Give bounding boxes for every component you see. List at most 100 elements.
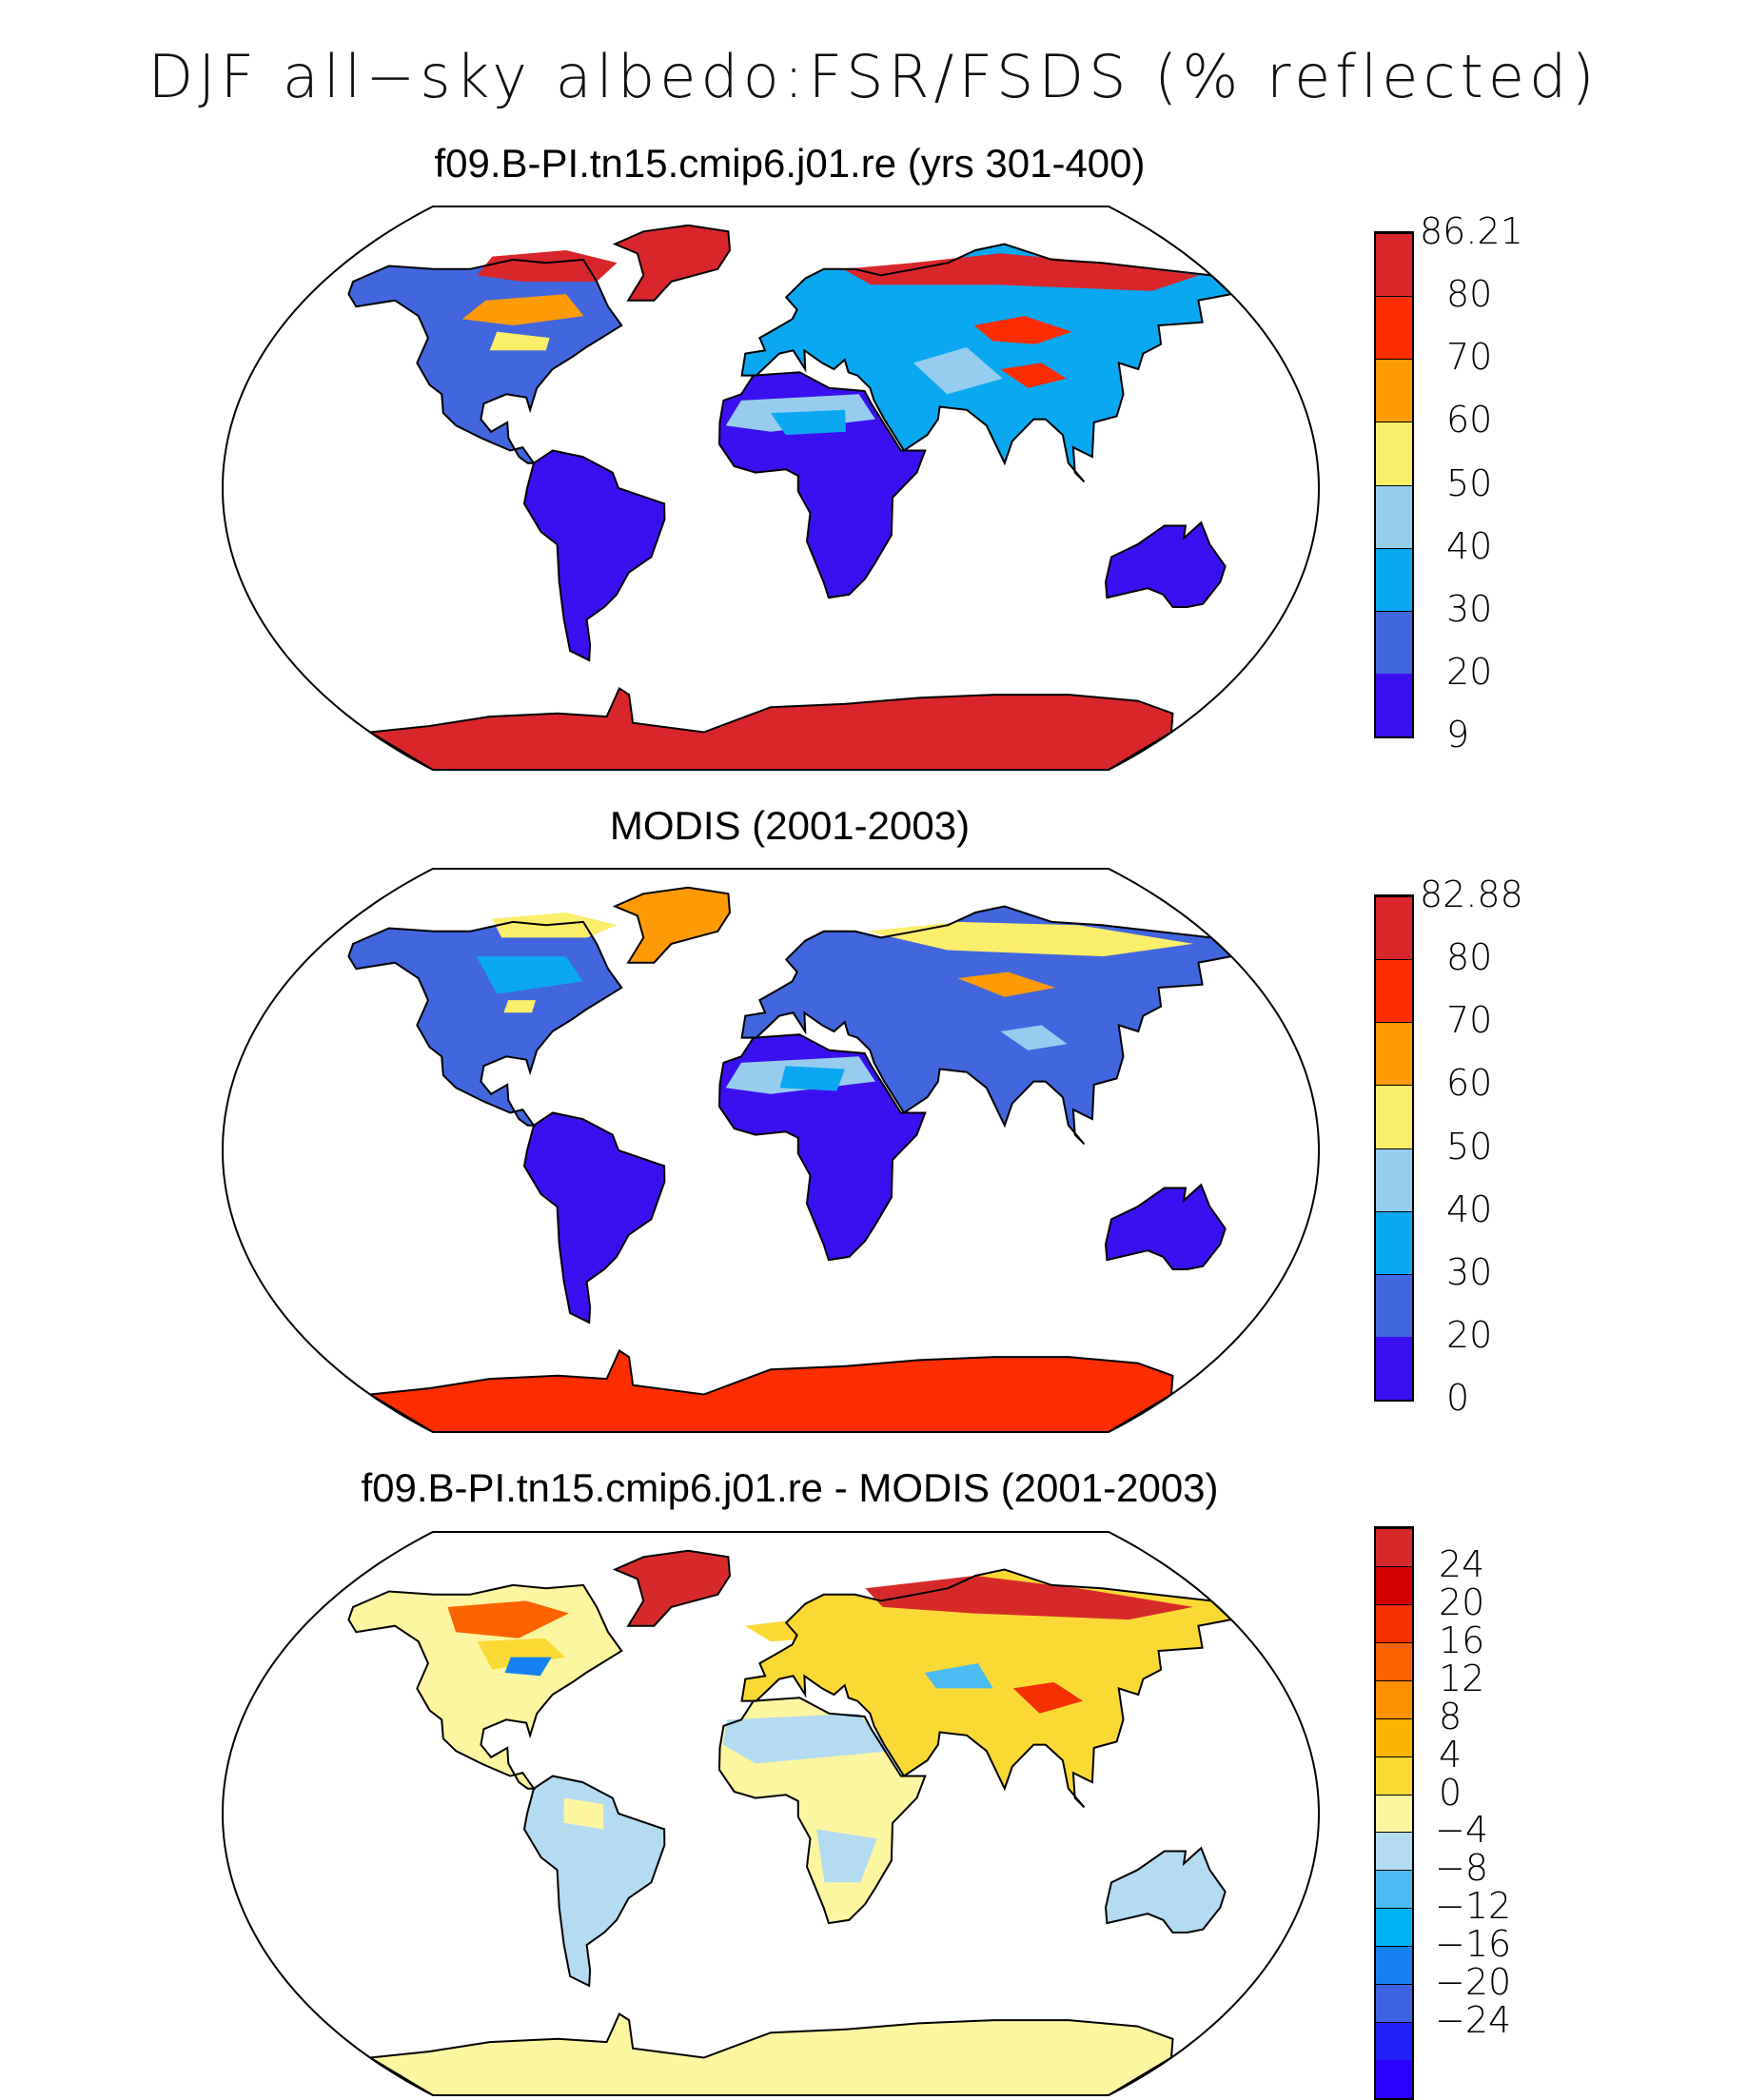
field-region: [476, 956, 583, 994]
colorbar-tick-label: 82.88: [1420, 873, 1523, 915]
colorbar-tick-label: 30: [1446, 1250, 1493, 1293]
field-region: [477, 1638, 566, 1670]
colorbar-tick-label: 20: [1439, 1580, 1485, 1623]
panel-2-map: [222, 868, 1320, 1433]
colorbar-tick-label: −8: [1435, 1847, 1489, 1890]
colorbar-tick-label: −24: [1435, 1999, 1512, 2042]
colorbar-tick-label: 60: [1446, 399, 1493, 442]
land-australia: [1106, 1848, 1226, 1933]
colorbar-swatch: [1376, 422, 1412, 485]
colorbar-swatch: [1376, 1603, 1412, 1642]
land-antarctica: [370, 2013, 1173, 2095]
colorbar-swatch: [1376, 1148, 1412, 1211]
map-boundary: [222, 868, 1320, 1433]
colorbar-swatch: [1376, 959, 1412, 1023]
map-boundary: [222, 1531, 1320, 2096]
coastline-samerica: [522, 449, 666, 662]
colorbar-tick-label: −4: [1435, 1809, 1489, 1852]
field-region: [447, 1600, 569, 1639]
colorbar-swatch: [1376, 2022, 1412, 2061]
colorbar-swatch: [1376, 296, 1412, 360]
colorbar-tick-label: 8: [1439, 1695, 1462, 1737]
panel-1-title: f09.B-PI.tn15.cmip6.j01.re (yrs 301-400): [434, 141, 1146, 186]
colorbar-tick-label: 20: [1446, 1313, 1493, 1356]
colorbar-tick-label: −16: [1435, 1923, 1512, 1966]
coastline-samerica: [522, 1111, 666, 1325]
panel-3-title: f09.B-PI.tn15.cmip6.j01.re - MODIS (2001…: [361, 1465, 1219, 1510]
colorbar-swatch: [1376, 1794, 1412, 1833]
colorbar-swatch: [1376, 1641, 1412, 1680]
colorbar-tick-label: −12: [1435, 1885, 1512, 1928]
colorbar-swatch: [1376, 1908, 1412, 1947]
colorbar-tick-label: 16: [1439, 1619, 1485, 1661]
land-namerica: [348, 921, 622, 1126]
coastline-eurasia: [740, 243, 1234, 483]
field-region: [477, 250, 618, 282]
figure-title: DJF all−sky albedo:FSR/FSDS (% reflected…: [147, 42, 1600, 111]
panel-1-colorbar: [1374, 231, 1414, 738]
colorbar-swatch: [1376, 1984, 1412, 2023]
colorbar-tick-label: 0: [1439, 1771, 1462, 1814]
field-region: [957, 971, 1056, 997]
land-antarctica: [370, 1350, 1173, 1432]
coastline-antarctica: [366, 687, 1174, 770]
coastline-australia: [1104, 1846, 1227, 1933]
field-region: [722, 1713, 891, 1764]
coastline-namerica: [347, 1583, 623, 1790]
colorbar-swatch: [1376, 1085, 1412, 1148]
colorbar-swatch: [1376, 1832, 1412, 1871]
land-greenland: [615, 225, 730, 301]
colorbar-swatch: [1376, 484, 1412, 548]
land-eurasia: [741, 906, 1231, 1145]
colorbar-swatch: [1376, 1679, 1412, 1718]
colorbar-tick-label: 50: [1446, 1125, 1493, 1168]
panel-2-title: MODIS (2001-2003): [609, 803, 971, 848]
field-region: [779, 1066, 845, 1091]
coastline-namerica: [347, 920, 623, 1127]
colorbar-tick-label: −20: [1435, 1961, 1512, 2004]
panel-3-colorbar: [1374, 1526, 1414, 2100]
coastline-eurasia: [740, 1568, 1234, 1809]
colorbar-tick-label: 12: [1439, 1657, 1485, 1699]
land-greenland: [615, 1550, 730, 1626]
colorbar-swatch: [1376, 359, 1412, 422]
field-region: [504, 1657, 552, 1677]
coastline-antarctica: [366, 1349, 1174, 1432]
colorbar-swatch: [1376, 233, 1412, 297]
land-namerica: [348, 1584, 622, 1789]
map-boundary: [222, 206, 1320, 771]
colorbar-tick-label: 4: [1439, 1733, 1462, 1776]
coastline-antarctica: [366, 2012, 1174, 2095]
colorbar-swatch: [1376, 673, 1412, 736]
field-region: [461, 294, 584, 325]
land-greenland: [615, 887, 730, 963]
colorbar-swatch: [1376, 1528, 1412, 1566]
colorbar-tick-label: 20: [1446, 650, 1493, 693]
colorbar-tick-label: 86.21: [1420, 210, 1523, 252]
field-region: [503, 1000, 537, 1013]
coastline-greenland: [612, 1549, 732, 1627]
colorbar-tick-label: 9: [1446, 714, 1470, 756]
land-namerica: [348, 259, 622, 463]
coastline-africa: [717, 1697, 927, 1925]
field-region: [1012, 1681, 1083, 1714]
colorbar-swatch: [1376, 1870, 1412, 1909]
colorbar-swatch: [1376, 896, 1412, 960]
field-region: [924, 1663, 993, 1689]
coastline-namerica: [347, 258, 623, 464]
colorbar-swatch: [1376, 1273, 1412, 1337]
colorbar-tick-label: 50: [1446, 461, 1493, 504]
field-region: [771, 409, 846, 436]
panel-3-map: [222, 1531, 1320, 2096]
field-region: [489, 331, 550, 351]
colorbar-tick-label: 24: [1439, 1542, 1485, 1585]
panel-2-colorbar: [1374, 894, 1414, 1402]
coastline-africa: [717, 371, 927, 599]
coastline-greenland: [612, 224, 732, 302]
land-australia: [1106, 1185, 1226, 1269]
colorbar-swatch: [1376, 1336, 1412, 1400]
land-samerica: [524, 1112, 665, 1323]
colorbar-tick-label: 40: [1446, 1187, 1493, 1230]
field-region: [913, 347, 1003, 395]
coastline-australia: [1104, 520, 1227, 608]
